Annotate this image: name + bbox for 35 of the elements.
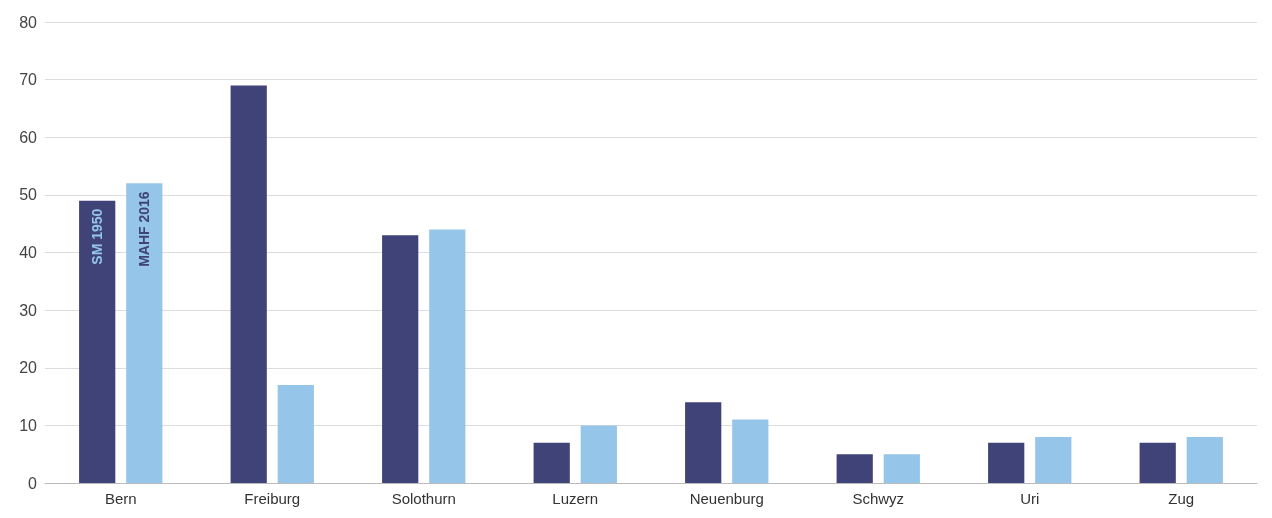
bar xyxy=(732,419,769,483)
bar xyxy=(988,442,1025,483)
bar xyxy=(580,425,617,483)
x-tick-label: Luzern xyxy=(552,490,599,507)
bar xyxy=(277,385,314,483)
bar xyxy=(79,200,116,483)
x-tick-label: Neuenburg xyxy=(689,490,764,507)
x-tick-label: Schwyz xyxy=(852,490,905,507)
y-tick-label: 30 xyxy=(19,301,38,319)
series-label: MAHF 2016 xyxy=(136,191,153,267)
bar xyxy=(126,183,163,483)
x-tick-label: Zug xyxy=(1168,490,1195,507)
y-tick-label: 20 xyxy=(19,359,38,377)
x-tick-label: Freiburg xyxy=(244,490,301,507)
bar xyxy=(533,442,570,483)
bar xyxy=(685,402,722,483)
x-tick-label: Solothurn xyxy=(391,490,456,507)
x-tick-label: Uri xyxy=(1020,490,1040,507)
bar xyxy=(1186,436,1223,483)
bar xyxy=(382,235,419,483)
y-tick-label: 40 xyxy=(19,244,38,261)
y-tick-label: 80 xyxy=(19,13,38,31)
bar xyxy=(1035,436,1072,483)
bar xyxy=(883,454,920,483)
y-tick-label: 50 xyxy=(19,186,38,204)
bar xyxy=(429,229,466,483)
y-tick-label: 60 xyxy=(19,128,38,146)
bar xyxy=(1139,442,1176,483)
y-tick-label: 70 xyxy=(19,71,38,89)
x-tick-label: Bern xyxy=(104,490,137,507)
bar xyxy=(230,85,267,483)
bar xyxy=(836,454,873,483)
y-tick-label: 10 xyxy=(19,416,38,434)
y-tick-label: 0 xyxy=(28,474,38,492)
series-label: SM 1950 xyxy=(89,208,106,265)
